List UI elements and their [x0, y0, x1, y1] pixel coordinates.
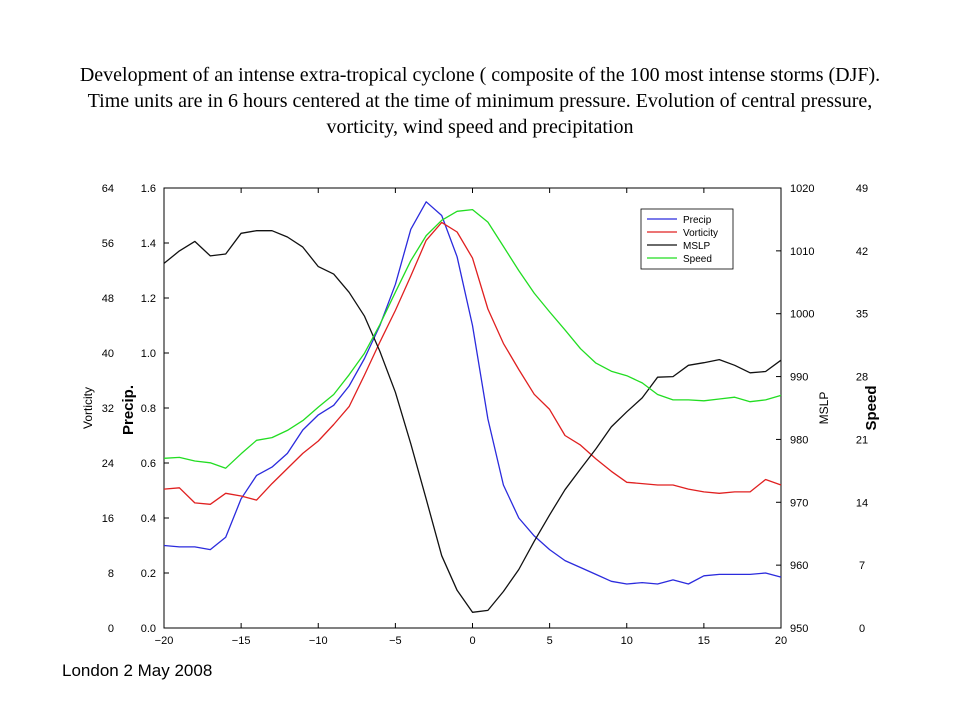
mslp-tick-label: 950 [790, 623, 808, 635]
vorticity-tick-label: 24 [102, 458, 114, 470]
x-tick-label: 10 [621, 635, 633, 647]
vorticity-tick-label: 40 [102, 348, 114, 360]
legend-label-precip: Precip [683, 215, 712, 226]
precip-tick-label: 0.0 [141, 623, 156, 635]
precip-tick-label: 0.6 [141, 458, 156, 470]
mslp-tick-label: 1020 [790, 183, 814, 195]
x-tick-label: −15 [232, 635, 251, 647]
footer-text: London 2 May 2008 [62, 661, 213, 680]
speed-tick-label: 35 [856, 309, 868, 321]
mslp-tick-label: 980 [790, 434, 808, 446]
vorticity-tick-label: 32 [102, 403, 114, 415]
mslp-tick-label: 970 [790, 497, 808, 509]
precip-tick-label: 1.2 [141, 293, 156, 305]
x-tick-label: 0 [469, 635, 475, 647]
precip-axis-label: Precip. [120, 385, 137, 435]
vorticity-axis-label: Vorticity [81, 387, 95, 429]
speed-tick-label: 7 [859, 560, 865, 572]
series-line-vorticity [163, 221, 782, 505]
precip-tick-label: 0.2 [141, 568, 156, 580]
legend-label-vorticity: Vorticity [683, 228, 718, 239]
vorticity-tick-label: 8 [108, 568, 114, 580]
precip-tick-label: 0.8 [141, 403, 156, 415]
mslp-tick-label: 990 [790, 372, 808, 384]
x-tick-label: 20 [775, 635, 787, 647]
mslp-tick-label: 1010 [790, 246, 814, 258]
speed-tick-label: 21 [856, 434, 868, 446]
vorticity-tick-label: 48 [102, 293, 114, 305]
precip-tick-label: 0.4 [141, 513, 156, 525]
x-tick-label: 15 [698, 635, 710, 647]
vorticity-tick-label: 64 [102, 183, 114, 195]
legend-label-mslp: MSLP [683, 241, 711, 252]
vorticity-tick-label: 0 [108, 623, 114, 635]
mslp-axis-label: MSLP [817, 392, 831, 425]
vorticity-tick-label: 16 [102, 513, 114, 525]
speed-tick-label: 42 [856, 246, 868, 258]
speed-tick-label: 28 [856, 372, 868, 384]
x-tick-label: −20 [155, 635, 174, 647]
series-line-mslp [163, 230, 782, 613]
speed-axis-label: Speed [863, 385, 880, 430]
slide-title: Development of an intense extra-tropical… [79, 64, 881, 138]
x-tick-label: 5 [547, 635, 553, 647]
speed-tick-label: 49 [856, 183, 868, 195]
mslp-tick-label: 960 [790, 560, 808, 572]
precip-tick-label: 1.4 [141, 238, 156, 250]
vorticity-tick-label: 56 [102, 238, 114, 250]
x-tick-label: −10 [309, 635, 328, 647]
series-line-precip [163, 201, 782, 585]
speed-tick-label: 14 [856, 497, 868, 509]
x-tick-label: −5 [389, 635, 402, 647]
legend-label-speed: Speed [683, 254, 712, 265]
mslp-tick-label: 1000 [790, 309, 814, 321]
speed-tick-label: 0 [859, 623, 865, 635]
precip-tick-label: 1.0 [141, 348, 156, 360]
series-line-speed [163, 208, 782, 469]
precip-tick-label: 1.6 [141, 183, 156, 195]
